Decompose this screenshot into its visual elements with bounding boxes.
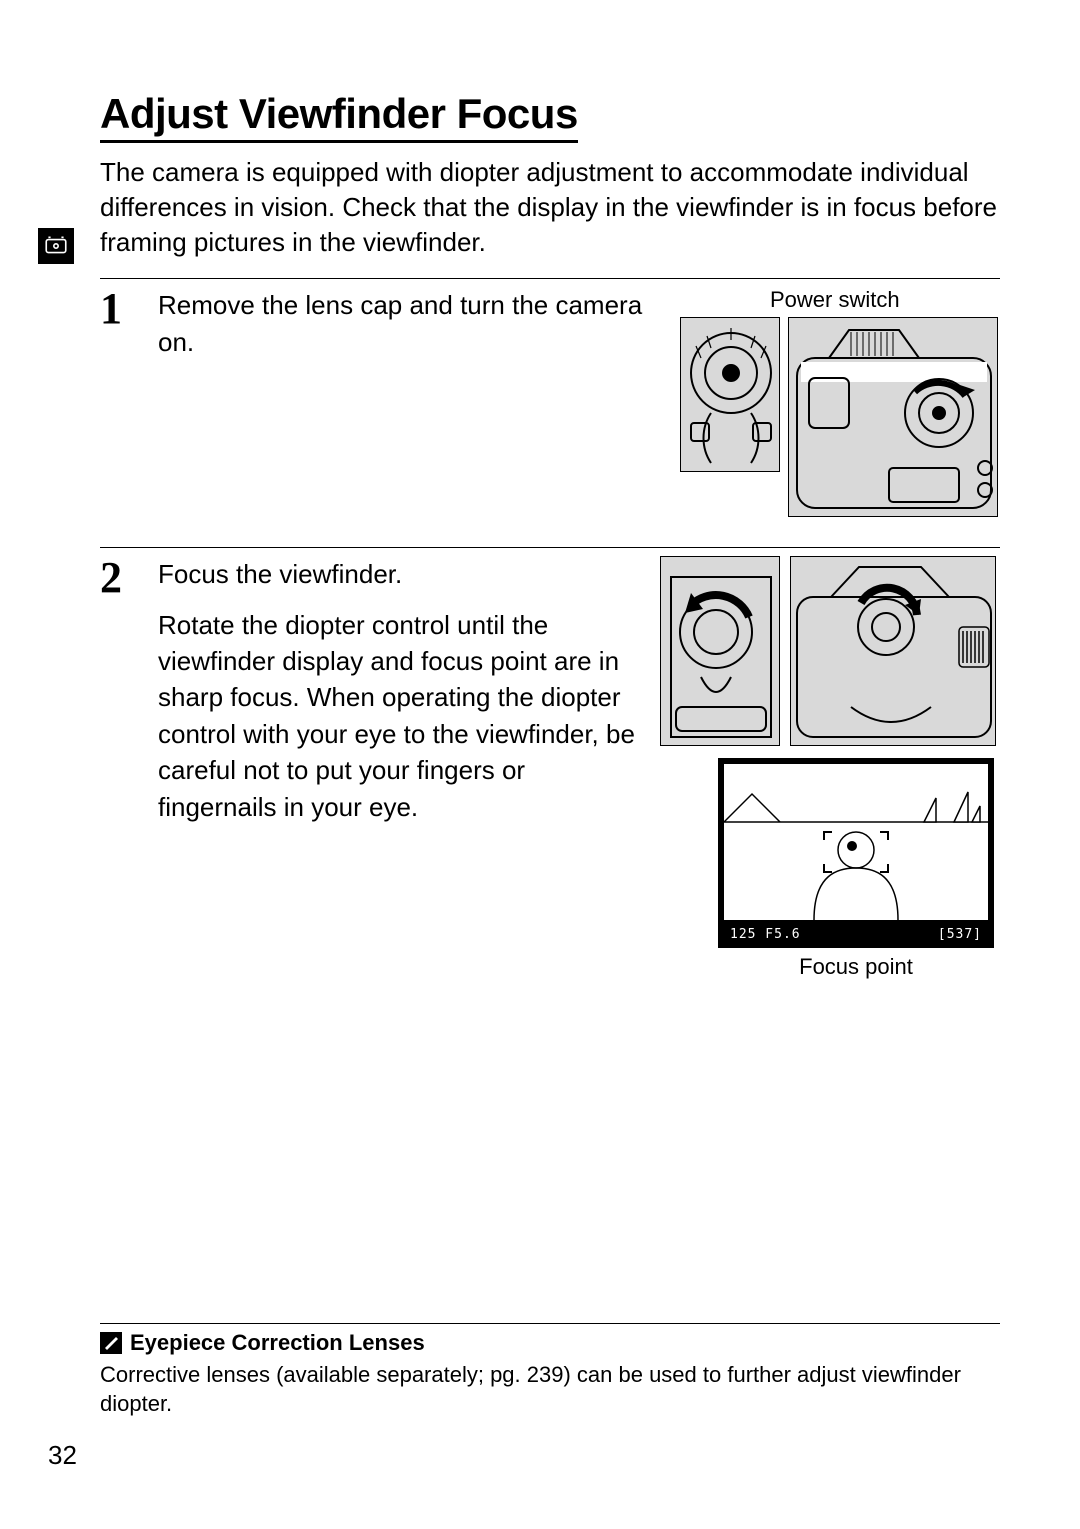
step-heading: Focus the viewfinder. <box>158 556 640 592</box>
step-1: 1 Remove the lens cap and turn the camer… <box>100 279 1000 547</box>
step-subtext: Rotate the diopter control until the vie… <box>158 607 640 825</box>
step-heading: Remove the lens cap and turn the camera … <box>158 287 660 360</box>
note-body: Corrective lenses (available separately;… <box>100 1360 1000 1419</box>
page-number: 32 <box>48 1440 77 1471</box>
step-number: 1 <box>100 287 140 517</box>
illustration-diopter-front <box>660 556 780 746</box>
note-box: Eyepiece Correction Lenses Corrective le… <box>100 1323 1000 1419</box>
viewfinder-readout-left: 125 F5.6 <box>730 927 801 942</box>
manual-page: Adjust Viewfinder Focus The camera is eq… <box>0 0 1080 1529</box>
note-title: Eyepiece Correction Lenses <box>130 1330 425 1356</box>
step-number: 2 <box>100 556 140 980</box>
viewfinder-readout-right: [537] <box>938 927 982 942</box>
intro-text: The camera is equipped with diopter adju… <box>100 155 1000 260</box>
illustration-viewfinder-display: 125 F5.6 [537] <box>718 758 994 948</box>
figure-label: Power switch <box>680 287 1000 313</box>
illustration-camera-body <box>788 317 998 517</box>
section-title: Adjust Viewfinder Focus <box>100 90 578 143</box>
illustration-power-switch <box>680 317 780 472</box>
figure-label: Focus point <box>718 954 994 980</box>
illustration-diopter-top <box>790 556 996 746</box>
step-2: 2 Focus the viewfinder. Rotate the diopt… <box>100 548 1000 1010</box>
section-tab-icon <box>38 228 74 264</box>
note-icon <box>100 1332 122 1354</box>
